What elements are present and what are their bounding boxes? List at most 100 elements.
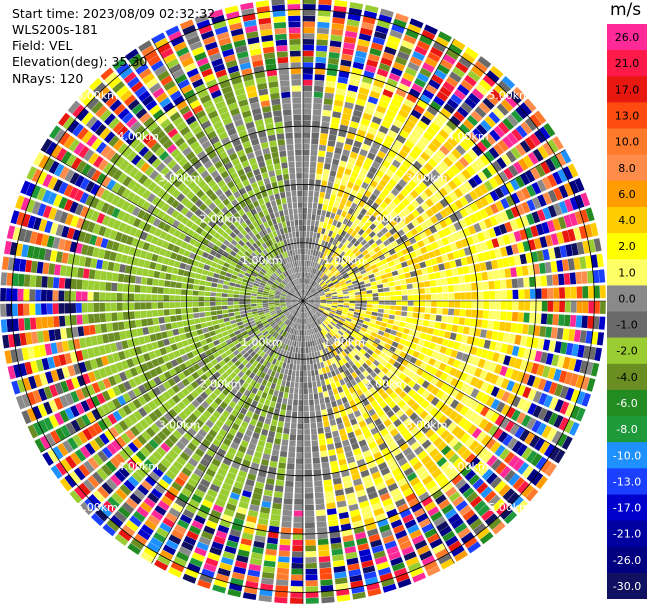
velocity-gate bbox=[448, 540, 462, 552]
velocity-gate bbox=[378, 62, 391, 72]
velocity-gate bbox=[349, 301, 356, 304]
velocity-gate bbox=[485, 438, 497, 450]
velocity-gate bbox=[401, 198, 411, 207]
velocity-gate bbox=[303, 301, 308, 305]
velocity-gate bbox=[319, 292, 325, 296]
velocity-gate bbox=[576, 391, 586, 405]
velocity-gate bbox=[373, 383, 381, 391]
velocity-gate bbox=[298, 324, 301, 330]
velocity-gate bbox=[419, 361, 428, 370]
velocity-gate bbox=[477, 338, 486, 348]
velocity-gate bbox=[500, 311, 507, 321]
velocity-gate bbox=[318, 271, 324, 278]
velocity-gate bbox=[488, 111, 501, 124]
velocity-gate bbox=[378, 125, 389, 135]
velocity-gate bbox=[393, 18, 407, 28]
velocity-gate bbox=[337, 506, 348, 514]
velocity-gate bbox=[294, 382, 299, 389]
velocity-gate bbox=[365, 266, 372, 272]
velocity-gate bbox=[444, 195, 454, 205]
velocity-gate bbox=[355, 98, 366, 107]
velocity-gate bbox=[475, 272, 483, 282]
velocity-gate bbox=[365, 403, 373, 412]
velocity-gate bbox=[317, 27, 329, 35]
velocity-gate bbox=[339, 65, 351, 73]
velocity-gate bbox=[540, 313, 548, 325]
velocity-gate bbox=[360, 208, 368, 216]
velocity-gate bbox=[526, 374, 536, 387]
velocity-gate bbox=[328, 230, 334, 237]
velocity-gate bbox=[313, 346, 317, 352]
velocity-gate bbox=[398, 273, 406, 280]
velocity-gate bbox=[303, 208, 307, 214]
velocity-gate bbox=[359, 256, 366, 263]
velocity-gate bbox=[368, 273, 375, 279]
velocity-gate bbox=[352, 247, 359, 254]
velocity-gate bbox=[343, 42, 356, 50]
velocity-gate bbox=[303, 296, 307, 301]
velocity-gate bbox=[366, 486, 376, 495]
velocity-gate bbox=[337, 321, 344, 326]
velocity-gate bbox=[573, 359, 583, 373]
velocity-gate bbox=[552, 274, 559, 286]
velocity-gate bbox=[562, 259, 570, 272]
velocity-gate bbox=[525, 170, 536, 183]
velocity-gate bbox=[553, 246, 562, 259]
velocity-gate bbox=[376, 19, 391, 29]
velocity-gate bbox=[81, 303, 88, 313]
velocity-gate bbox=[433, 248, 441, 257]
velocity-gate bbox=[585, 361, 594, 376]
velocity-gate bbox=[315, 284, 320, 290]
velocity-gate bbox=[460, 238, 469, 248]
velocity-gate bbox=[517, 347, 526, 358]
velocity-gate bbox=[574, 211, 584, 225]
velocity-gate bbox=[439, 209, 449, 219]
velocity-gate bbox=[442, 338, 450, 347]
velocity-gate bbox=[348, 503, 359, 512]
velocity-gate bbox=[269, 401, 276, 408]
velocity-gate bbox=[472, 337, 480, 346]
velocity-gate bbox=[266, 381, 272, 388]
velocity-gate bbox=[186, 302, 193, 308]
velocity-gate bbox=[559, 301, 565, 313]
velocity-gate bbox=[204, 301, 210, 307]
velocity-gate bbox=[344, 255, 351, 262]
velocity-gate bbox=[355, 368, 362, 376]
velocity-gate bbox=[175, 295, 181, 301]
velocity-gate bbox=[490, 89, 503, 102]
velocity-gate bbox=[344, 389, 351, 397]
velocity-gate bbox=[573, 329, 581, 343]
velocity-gate bbox=[476, 482, 489, 494]
velocity-gate bbox=[176, 321, 184, 328]
velocity-gate bbox=[458, 417, 468, 428]
velocity-gate bbox=[384, 83, 396, 93]
velocity-gate bbox=[527, 264, 535, 276]
velocity-gate bbox=[199, 312, 206, 318]
velocity-gate bbox=[468, 264, 476, 273]
velocity-gate bbox=[353, 327, 360, 333]
velocity-gate bbox=[569, 180, 580, 194]
velocity-gate bbox=[253, 487, 263, 495]
velocity-gate bbox=[354, 354, 361, 361]
velocity-gate bbox=[329, 345, 335, 351]
velocity-gate bbox=[324, 248, 329, 255]
velocity-gate bbox=[318, 239, 323, 246]
velocity-gate bbox=[76, 279, 83, 290]
velocity-gate bbox=[504, 221, 513, 233]
velocity-gate bbox=[508, 164, 519, 177]
velocity-gate bbox=[319, 293, 326, 297]
velocity-gate bbox=[535, 301, 542, 312]
velocity-gate bbox=[427, 235, 436, 243]
velocity-gate bbox=[383, 355, 391, 362]
velocity-gate bbox=[436, 353, 445, 362]
velocity-gate bbox=[373, 507, 385, 517]
velocity-gate bbox=[310, 220, 315, 227]
velocity-gate bbox=[336, 308, 343, 312]
velocity-gate bbox=[307, 278, 310, 285]
velocity-gate bbox=[407, 379, 416, 388]
velocity-gate bbox=[550, 155, 562, 169]
velocity-gate bbox=[319, 191, 325, 199]
velocity-gate bbox=[553, 368, 562, 382]
velocity-gate bbox=[359, 168, 368, 176]
velocity-gate bbox=[543, 443, 556, 458]
